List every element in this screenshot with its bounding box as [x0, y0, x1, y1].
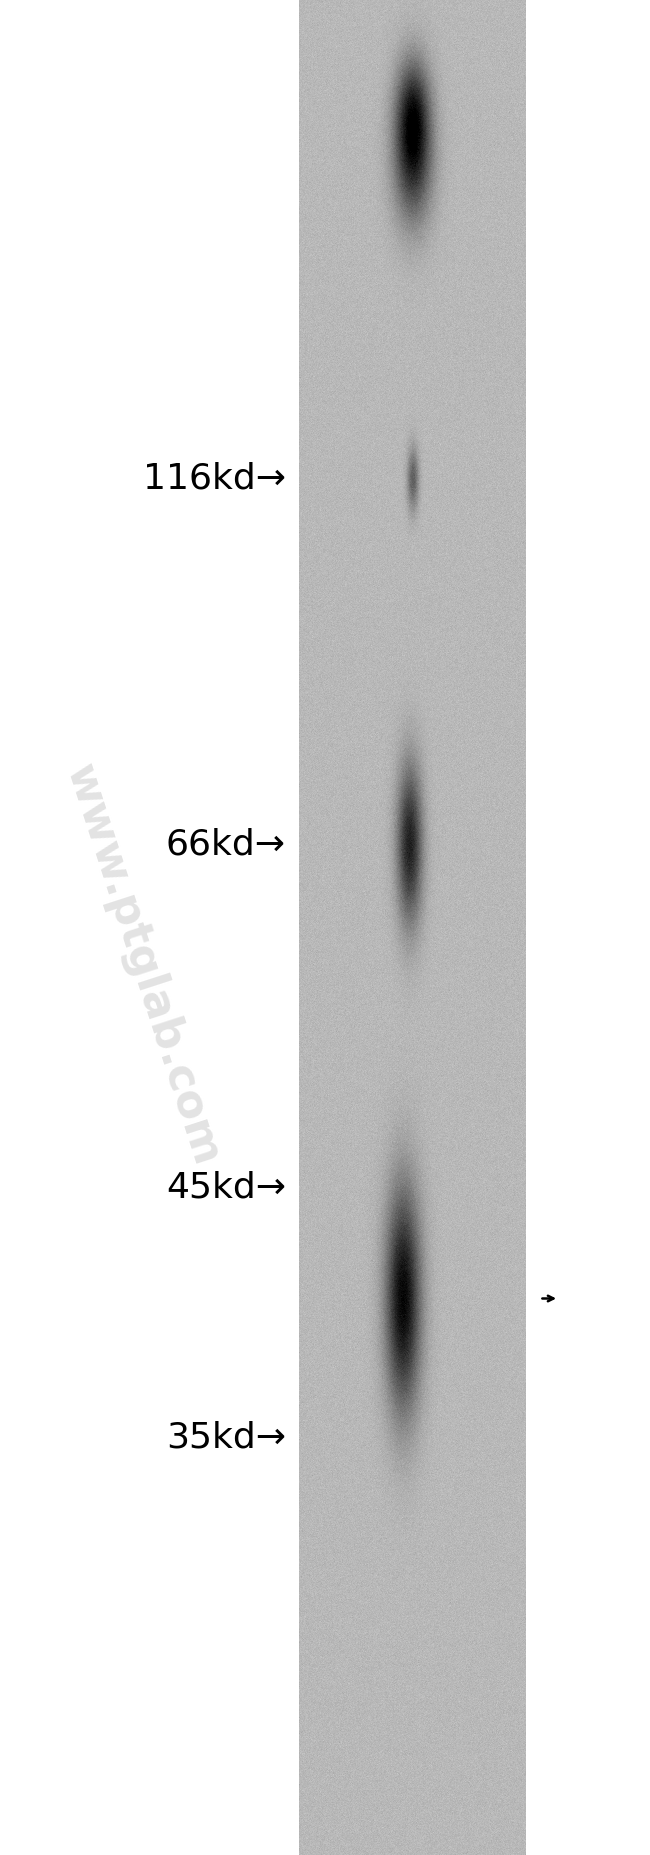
Text: 116kd→: 116kd→: [143, 462, 286, 495]
Text: 35kd→: 35kd→: [166, 1421, 286, 1454]
Text: 45kd→: 45kd→: [166, 1171, 286, 1204]
Text: 66kd→: 66kd→: [166, 827, 286, 861]
Text: www.ptglab.com: www.ptglab.com: [58, 759, 228, 1171]
